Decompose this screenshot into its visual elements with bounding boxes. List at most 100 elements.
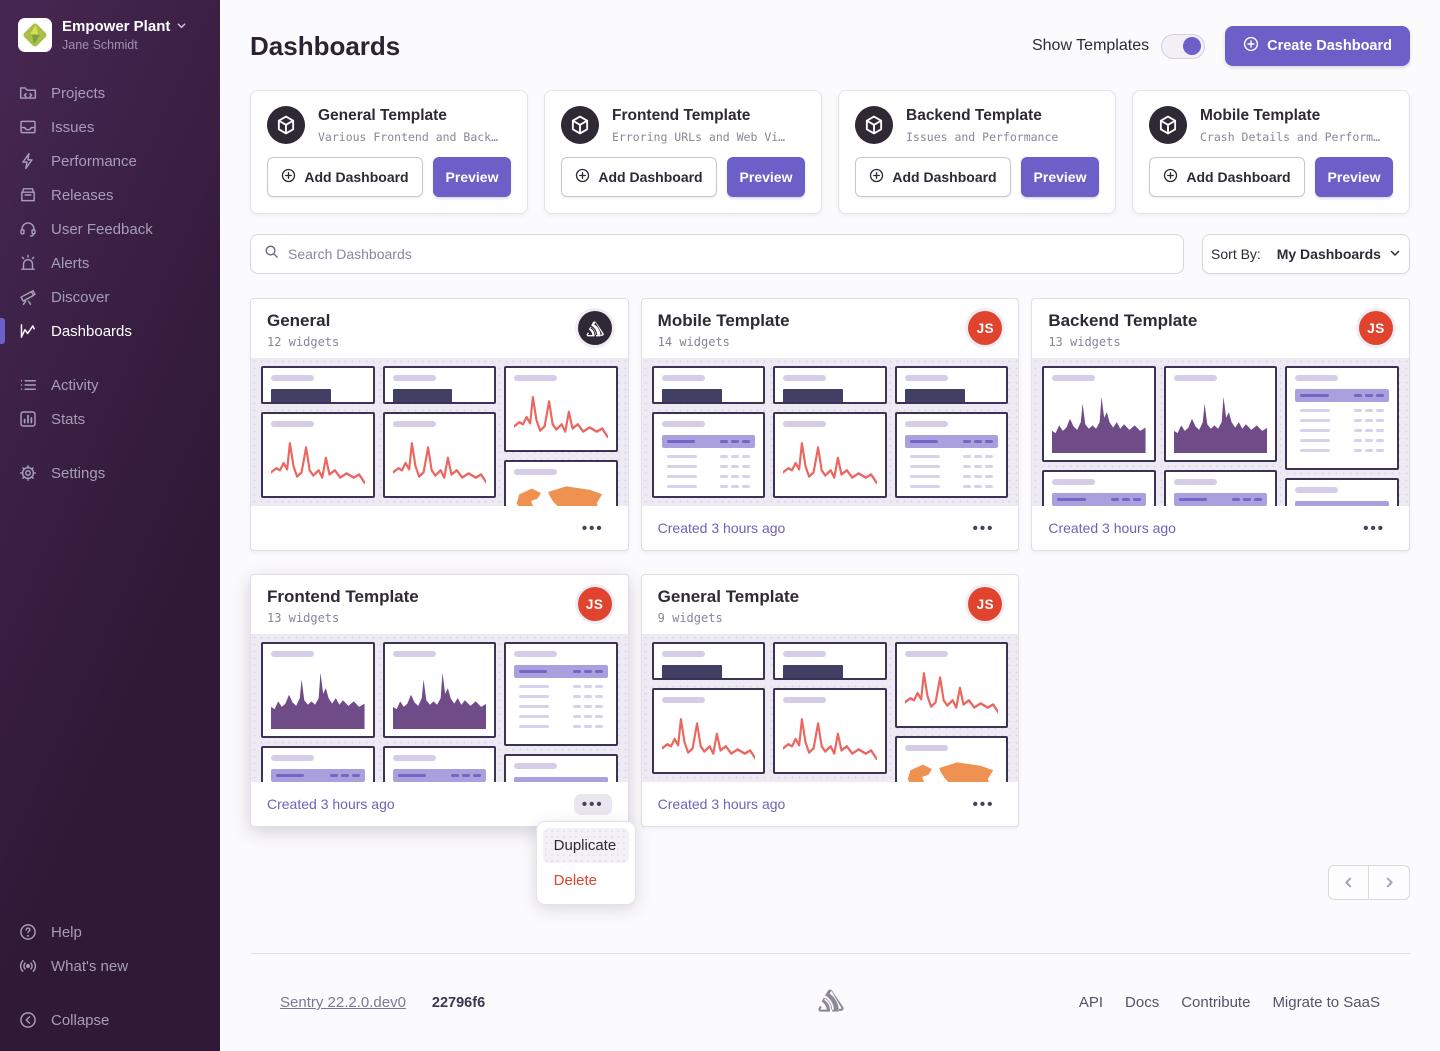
mini-widget-big-number xyxy=(773,642,887,680)
dashboard-grid: General 12 widgets ••• Mobile Template 1… xyxy=(250,298,1410,905)
menu-item-duplicate[interactable]: Duplicate xyxy=(542,828,629,863)
footer-version-link[interactable]: Sentry 22.2.0.dev0 xyxy=(280,994,406,1011)
preview-button[interactable]: Preview xyxy=(1315,157,1393,197)
mini-widget-table xyxy=(1285,366,1399,470)
sidebar-item-projects[interactable]: Projects xyxy=(0,76,220,110)
dashboard-card-general-template[interactable]: General Template 9 widgets JS Created 3 … xyxy=(640,574,1020,827)
mini-widget-big-number xyxy=(894,366,1009,404)
template-cube-icon xyxy=(267,106,305,144)
footer-links: API Docs Contribute Migrate to SaaS xyxy=(1079,994,1380,1011)
template-name: Backend Template xyxy=(906,106,1042,124)
show-templates-label: Show Templates xyxy=(1031,37,1150,54)
context-menu: Duplicate Delete xyxy=(535,821,636,905)
preview-button[interactable]: Preview xyxy=(727,157,805,197)
sidebar-item-settings[interactable]: Settings xyxy=(0,456,220,490)
sidebar-item-alerts[interactable]: Alerts xyxy=(0,246,220,280)
add-dashboard-button[interactable]: Add Dashboard xyxy=(267,157,423,197)
footer-link-api[interactable]: API xyxy=(1078,994,1104,1011)
mini-widget-table xyxy=(382,746,497,782)
mini-widget-area-chart xyxy=(1042,366,1156,462)
template-name: General Template xyxy=(318,106,447,124)
sidebar-item-help[interactable]: Help xyxy=(0,915,220,949)
collapse-icon xyxy=(19,1011,37,1029)
sidebar-item-user-feedback[interactable]: User Feedback xyxy=(0,212,220,246)
footer-link-docs[interactable]: Docs xyxy=(1125,994,1160,1011)
context-menu-button[interactable]: ••• xyxy=(581,519,604,537)
mini-widget-table xyxy=(1285,478,1399,506)
add-dashboard-button[interactable]: Add Dashboard xyxy=(561,157,717,197)
template-cube-icon xyxy=(855,106,893,144)
context-menu-button[interactable]: ••• xyxy=(972,795,995,813)
template-cube-icon xyxy=(1149,106,1187,144)
context-menu-button[interactable]: ••• xyxy=(573,793,612,815)
mini-widget-big-number xyxy=(261,366,375,404)
preview-button[interactable]: Preview xyxy=(433,157,511,197)
show-templates-toggle[interactable] xyxy=(1161,33,1206,59)
add-dashboard-button[interactable]: Add Dashboard xyxy=(1149,157,1305,197)
add-dashboard-button[interactable]: Add Dashboard xyxy=(855,157,1011,197)
alerts-icon xyxy=(19,254,37,272)
footer-link-contribute[interactable]: Contribute xyxy=(1181,994,1251,1011)
dashboard-title: Mobile Template xyxy=(657,311,790,330)
context-menu-button[interactable]: ••• xyxy=(972,519,995,537)
mini-widget-area-chart xyxy=(1163,366,1278,462)
org-name: Empower Plant xyxy=(62,18,171,35)
sidebar-item-what-s-new[interactable]: What's new xyxy=(0,949,220,983)
created-timestamp: Created 3 hours ago xyxy=(267,796,395,812)
dashboard-card-general[interactable]: General 12 widgets ••• xyxy=(250,298,629,551)
next-page-button[interactable] xyxy=(1369,865,1410,900)
sidebar-item-releases[interactable]: Releases xyxy=(0,178,220,212)
dashboard-preview xyxy=(641,634,1019,782)
org-switcher[interactable]: Empower Plant Jane Schmidt xyxy=(0,18,220,52)
dashboard-card-frontend-template[interactable]: Frontend Template 13 widgets JS Created … xyxy=(250,574,636,905)
mini-widget-line-chart xyxy=(261,412,375,498)
template-card-backend-template: Backend Template Issues and Performance … xyxy=(838,90,1116,214)
sidebar-nav-help: Help What's new xyxy=(0,915,220,983)
whats-new-icon xyxy=(19,957,37,975)
dashboard-title: General xyxy=(267,311,331,330)
dashboard-title: General Template xyxy=(657,587,800,606)
footer-link-migrate-to-saas[interactable]: Migrate to SaaS xyxy=(1272,994,1380,1011)
search-input[interactable] xyxy=(288,246,1170,262)
page-title: Dashboards xyxy=(250,30,401,61)
sidebar-item-performance[interactable]: Performance xyxy=(0,144,220,178)
preview-button[interactable]: Preview xyxy=(1021,157,1099,197)
issues-icon xyxy=(19,118,37,136)
mini-widget-table xyxy=(261,746,375,782)
created-timestamp: Created 3 hours ago xyxy=(657,796,786,812)
context-menu-button[interactable]: ••• xyxy=(1363,519,1385,537)
dashboard-card-backend-template[interactable]: Backend Template 13 widgets JS Created 3… xyxy=(1031,298,1410,551)
projects-icon xyxy=(19,84,37,102)
help-icon xyxy=(19,923,37,941)
sidebar-item-issues[interactable]: Issues xyxy=(0,110,220,144)
sidebar-item-collapse[interactable]: Collapse xyxy=(0,1003,220,1037)
create-dashboard-button[interactable]: Create Dashboard xyxy=(1225,26,1410,66)
dashboard-widget-count: 14 widgets xyxy=(657,335,730,349)
dashboard-preview xyxy=(251,634,628,782)
sidebar-item-stats[interactable]: Stats xyxy=(0,402,220,436)
template-name: Mobile Template xyxy=(1200,106,1321,124)
menu-item-delete[interactable]: Delete xyxy=(553,872,598,889)
user-feedback-icon xyxy=(19,220,37,238)
sort-by-dropdown[interactable]: Sort By: My Dashboards xyxy=(1202,234,1410,274)
sidebar-item-discover[interactable]: Discover xyxy=(0,280,220,314)
dashboard-card-mobile-template[interactable]: Mobile Template 14 widgets JS Created 3 … xyxy=(640,298,1020,551)
dashboard-widget-count: 13 widgets xyxy=(1048,335,1121,349)
previous-page-button[interactable] xyxy=(1328,865,1369,900)
mini-widget-line-chart xyxy=(651,688,766,774)
pagination xyxy=(250,865,1410,900)
org-user: Jane Schmidt xyxy=(62,38,138,52)
mini-widget-table xyxy=(1042,470,1156,506)
stats-icon xyxy=(19,410,37,428)
sidebar-item-activity[interactable]: Activity xyxy=(0,368,220,402)
sidebar-nav-primary: Projects Issues Performance Releases User Fe… xyxy=(0,76,220,348)
sidebar-item-dashboards[interactable]: Dashboards xyxy=(0,314,220,348)
dashboard-widget-count: 12 widgets xyxy=(267,335,340,349)
mini-widget-line-chart xyxy=(894,642,1009,728)
template-card-general-template: General Template Various Frontend and Ba… xyxy=(250,90,528,214)
mini-widget-table xyxy=(504,642,618,746)
mini-widget-world-map xyxy=(504,460,618,506)
org-logo xyxy=(18,18,52,52)
chevron-down-icon xyxy=(176,18,187,35)
created-timestamp: Created 3 hours ago xyxy=(1048,520,1176,536)
